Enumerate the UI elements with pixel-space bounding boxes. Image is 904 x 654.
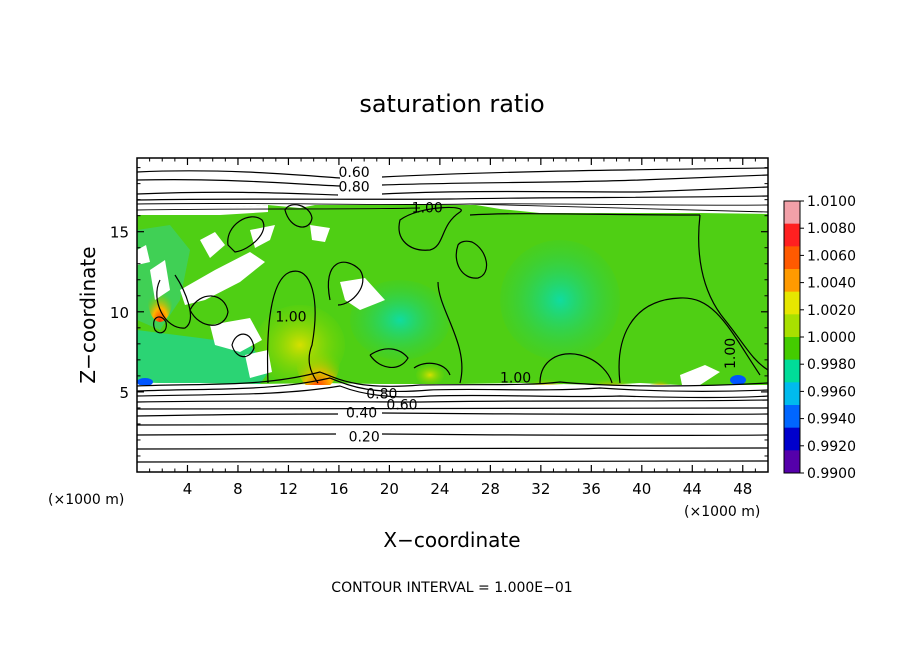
x-axis-label: X−coordinate	[383, 528, 520, 552]
colorbar-swatch	[784, 291, 800, 315]
x-tick-label: 40	[632, 480, 651, 498]
x-tick-label: 24	[430, 480, 449, 498]
contour-lines	[137, 167, 768, 463]
colorbar-swatch	[784, 246, 800, 270]
x-tick-label: 16	[329, 480, 348, 498]
colorbar-label: 1.0060	[807, 248, 856, 264]
x-axis-unit-left: (×1000 m)	[48, 492, 124, 508]
heatmap-field	[137, 158, 768, 472]
colorbar-swatch	[784, 382, 800, 406]
contour-label: 1.00	[500, 370, 531, 386]
colorbar-swatch	[784, 359, 800, 383]
colorbar-label: 1.0080	[807, 221, 856, 237]
contour-label: 0.60	[338, 165, 369, 181]
x-tick-label: 4	[183, 480, 193, 498]
y-tick-label: 5	[119, 384, 129, 402]
colorbar-swatch	[784, 223, 800, 247]
x-tick-label: 8	[233, 480, 243, 498]
y-axis: 5 10 15	[110, 167, 768, 457]
contour-labels: 0.600.801.001.001.001.000.800.600.400.20	[275, 165, 739, 445]
colorbar-swatch	[784, 314, 800, 338]
colorbar-label: 0.9960	[807, 384, 856, 400]
colorbar-swatch	[784, 405, 800, 429]
colorbar-swatch	[784, 269, 800, 293]
contour-label: 1.00	[412, 200, 443, 216]
y-axis-label: Z−coordinate	[76, 246, 100, 383]
contour-label: 1.00	[723, 338, 739, 369]
colorbar-label: 1.0100	[807, 194, 856, 210]
contour-label: 0.20	[349, 430, 380, 446]
contour-label: 0.80	[338, 180, 369, 196]
colorbar-label: 0.9980	[807, 357, 856, 373]
x-axis-unit-right: (×1000 m)	[684, 504, 760, 520]
colorbar-swatch	[784, 450, 800, 474]
y-tick-label: 15	[110, 224, 129, 242]
x-tick-label: 32	[531, 480, 550, 498]
x-tick-label: 20	[380, 480, 399, 498]
chart-title: saturation ratio	[359, 90, 544, 118]
colorbar-label: 0.9940	[807, 412, 856, 428]
colorbar-swatch	[784, 427, 800, 451]
colorbar-label: 1.0020	[807, 303, 856, 319]
colorbar-swatch	[784, 337, 800, 361]
contour-label: 1.00	[275, 309, 306, 325]
x-tick-label: 36	[582, 480, 601, 498]
x-tick-label: 28	[481, 480, 500, 498]
x-tick-label: 12	[279, 480, 298, 498]
colorbar-label: 1.0040	[807, 276, 856, 292]
colorbar-label: 1.0000	[807, 330, 856, 346]
contour-label: 0.80	[366, 386, 397, 402]
x-tick-label: 44	[683, 480, 702, 498]
colorbar-swatch	[784, 201, 800, 225]
x-tick-label: 48	[733, 480, 752, 498]
x-axis: 4 8 12 16 20 24 28 32 36 40 44 48	[149, 158, 756, 498]
contour-interval-note: CONTOUR INTERVAL = 1.000E−01	[331, 580, 572, 596]
y-tick-label: 10	[110, 304, 129, 322]
contour-label: 0.40	[346, 406, 377, 422]
colorbar-label: 0.9920	[807, 439, 856, 455]
colorbar: 1.0100 1.0080 1.0060 1.0040 1.0020 1.0000 0.99…	[783, 194, 856, 482]
contour-label: 0.60	[386, 398, 417, 414]
colorbar-label: 0.9900	[807, 466, 856, 482]
